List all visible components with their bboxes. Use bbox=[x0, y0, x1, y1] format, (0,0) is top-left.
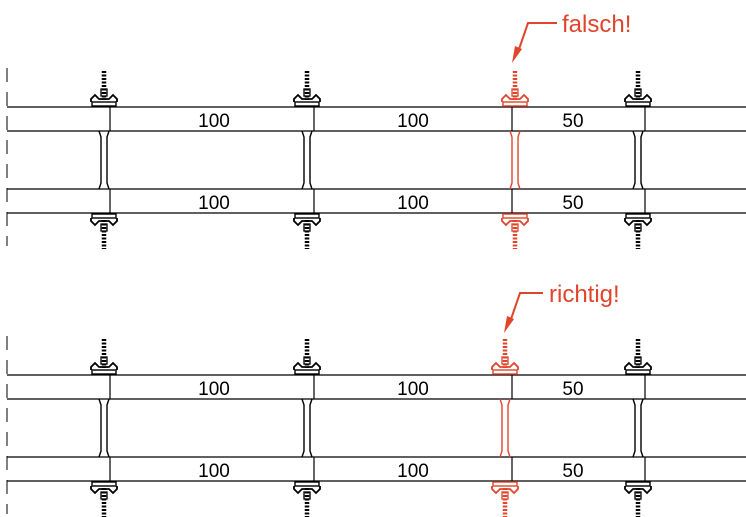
callout-arrow bbox=[504, 292, 543, 333]
dimension-label: 100 bbox=[397, 193, 429, 214]
joint-lines bbox=[109, 107, 646, 213]
dimension-label: 100 bbox=[198, 111, 230, 132]
dimension-label: 50 bbox=[562, 461, 583, 482]
posts bbox=[98, 130, 644, 190]
fittings-correct bbox=[492, 339, 518, 517]
top-panel: 100 100 50 100 100 50 falsch! bbox=[6, 11, 746, 249]
post bbox=[98, 130, 110, 190]
dimension-label: 100 bbox=[198, 461, 230, 482]
callout-label-wrong: falsch! bbox=[562, 11, 631, 38]
dimension-label: 100 bbox=[397, 111, 429, 132]
coupler-bottom bbox=[625, 214, 651, 249]
coupler-top bbox=[91, 71, 117, 106]
coupler-top bbox=[91, 339, 117, 374]
dimension-label: 100 bbox=[397, 379, 429, 400]
dimension-label: 100 bbox=[198, 193, 230, 214]
bottom-panel: 100 100 50 100 100 50 richtig! bbox=[6, 281, 746, 517]
coupler-bottom bbox=[625, 482, 651, 517]
callout-label-correct: richtig! bbox=[549, 281, 620, 308]
coupler-top bbox=[294, 71, 320, 106]
joint-lines bbox=[109, 375, 646, 481]
post bbox=[301, 130, 313, 190]
post bbox=[301, 398, 313, 458]
posts bbox=[98, 398, 644, 458]
dimension-label: 50 bbox=[562, 193, 583, 214]
callout-arrow bbox=[512, 22, 557, 63]
dimension-label: 50 bbox=[562, 379, 583, 400]
rails-top-panel bbox=[7, 106, 746, 214]
rails-bottom-panel bbox=[7, 374, 746, 482]
post-correct bbox=[499, 398, 511, 458]
coupler-top-correct bbox=[492, 339, 518, 374]
dimension-label: 50 bbox=[562, 111, 583, 132]
coupler-bottom-correct bbox=[492, 482, 518, 517]
post-wrong bbox=[509, 130, 521, 190]
coupler-top bbox=[294, 339, 320, 374]
fittings-wrong bbox=[502, 71, 528, 249]
fittings bbox=[91, 339, 651, 517]
coupler-bottom bbox=[91, 214, 117, 249]
coupler-top bbox=[625, 71, 651, 106]
post bbox=[632, 398, 644, 458]
post bbox=[98, 398, 110, 458]
coupler-bottom bbox=[294, 482, 320, 517]
dimension-label: 100 bbox=[397, 461, 429, 482]
dimension-label: 100 bbox=[198, 379, 230, 400]
coupler-bottom bbox=[294, 214, 320, 249]
coupler-top-wrong bbox=[502, 71, 528, 106]
coupler-bottom-wrong bbox=[502, 214, 528, 249]
coupler-top bbox=[625, 339, 651, 374]
fittings bbox=[91, 71, 651, 249]
post bbox=[632, 130, 644, 190]
coupler-bottom bbox=[91, 482, 117, 517]
